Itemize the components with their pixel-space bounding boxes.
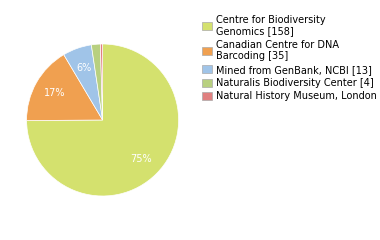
Legend: Centre for Biodiversity
Genomics [158], Canadian Centre for DNA
Barcoding [35], : Centre for Biodiversity Genomics [158], … xyxy=(203,15,380,102)
Text: 75%: 75% xyxy=(131,154,152,163)
Wedge shape xyxy=(100,44,103,120)
Wedge shape xyxy=(27,44,179,196)
Text: 6%: 6% xyxy=(77,63,92,73)
Text: 17%: 17% xyxy=(44,88,66,98)
Wedge shape xyxy=(27,55,103,120)
Wedge shape xyxy=(64,45,103,120)
Wedge shape xyxy=(91,44,103,120)
